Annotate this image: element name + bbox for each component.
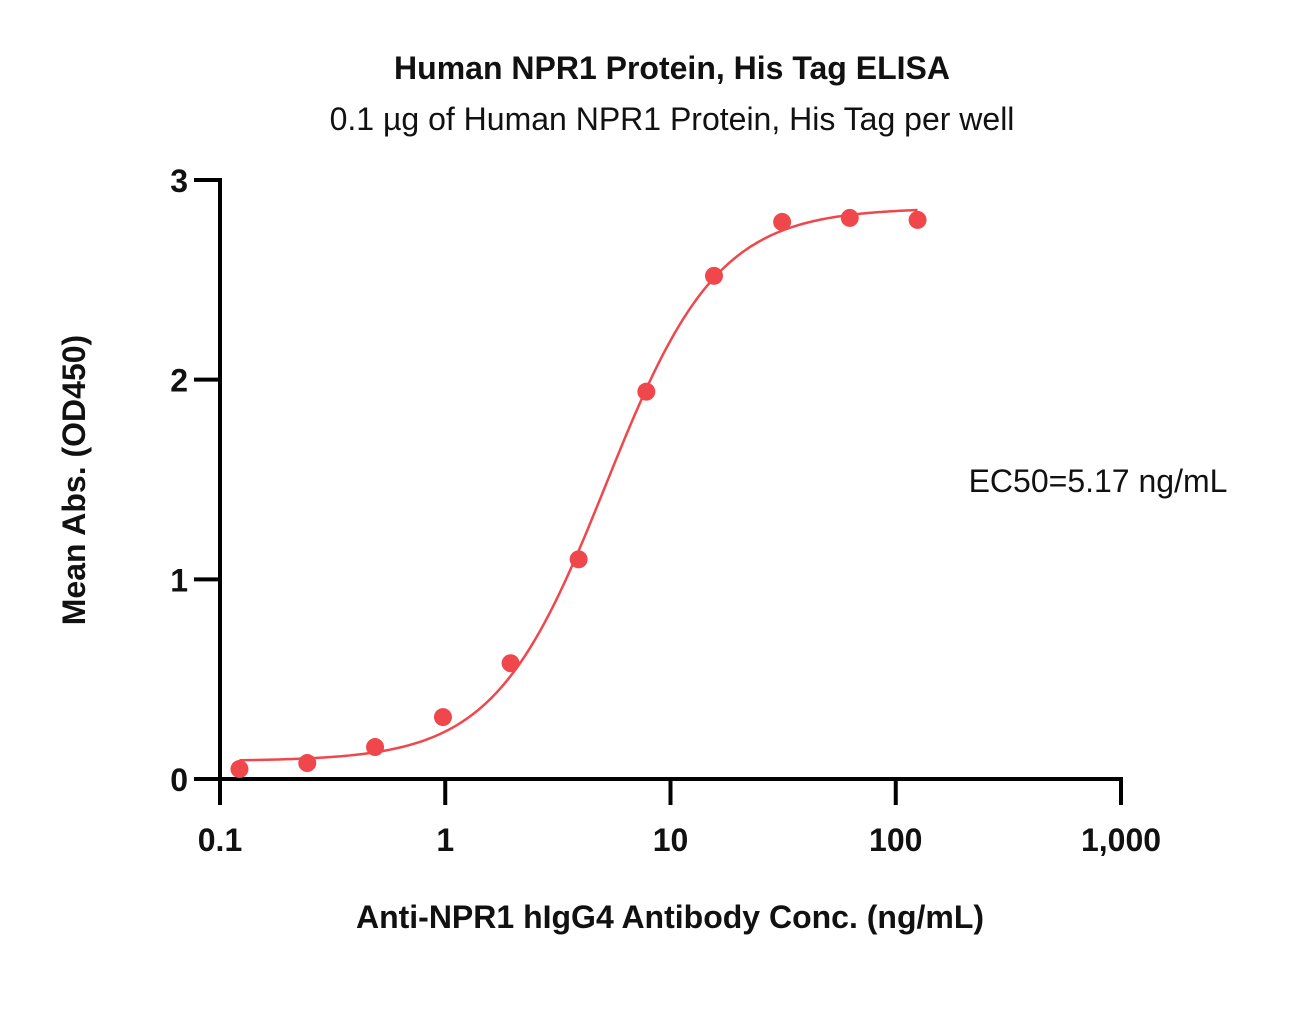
data-point: [366, 738, 385, 757]
data-point: [908, 210, 927, 229]
chart-title: Human NPR1 Protein, His Tag ELISA: [394, 50, 950, 86]
y-tick-label: 3: [170, 163, 188, 199]
data-point: [569, 550, 588, 569]
x-tick-label: 100: [869, 822, 922, 858]
data-point: [501, 654, 520, 673]
x-tick-label: 0.1: [198, 822, 242, 858]
data-point: [840, 208, 859, 227]
y-tick-label: 0: [170, 762, 188, 798]
data-point: [298, 754, 317, 773]
data-point: [705, 266, 724, 285]
y-tick-label: 1: [170, 562, 188, 598]
data-point: [773, 212, 792, 231]
chart-subtitle: 0.1 µg of Human NPR1 Protein, His Tag pe…: [330, 101, 1015, 137]
y-tick-label: 2: [170, 363, 188, 399]
x-axis-label: Anti-NPR1 hIgG4 Antibody Conc. (ng/mL): [356, 899, 984, 935]
x-tick-label: 1: [436, 822, 454, 858]
plot-area: 0 1 2 3 0.1 1 10 100 1,000: [170, 163, 1161, 858]
data-point: [433, 708, 452, 727]
data-point: [230, 760, 249, 779]
fit-curve: [239, 208, 918, 762]
x-tick-label: 10: [653, 822, 689, 858]
data-point: [637, 382, 656, 401]
ec50-annotation: EC50=5.17 ng/mL: [969, 463, 1228, 499]
x-tick-label: 1,000: [1081, 822, 1161, 858]
y-axis-label: Mean Abs. (OD450): [56, 335, 92, 625]
